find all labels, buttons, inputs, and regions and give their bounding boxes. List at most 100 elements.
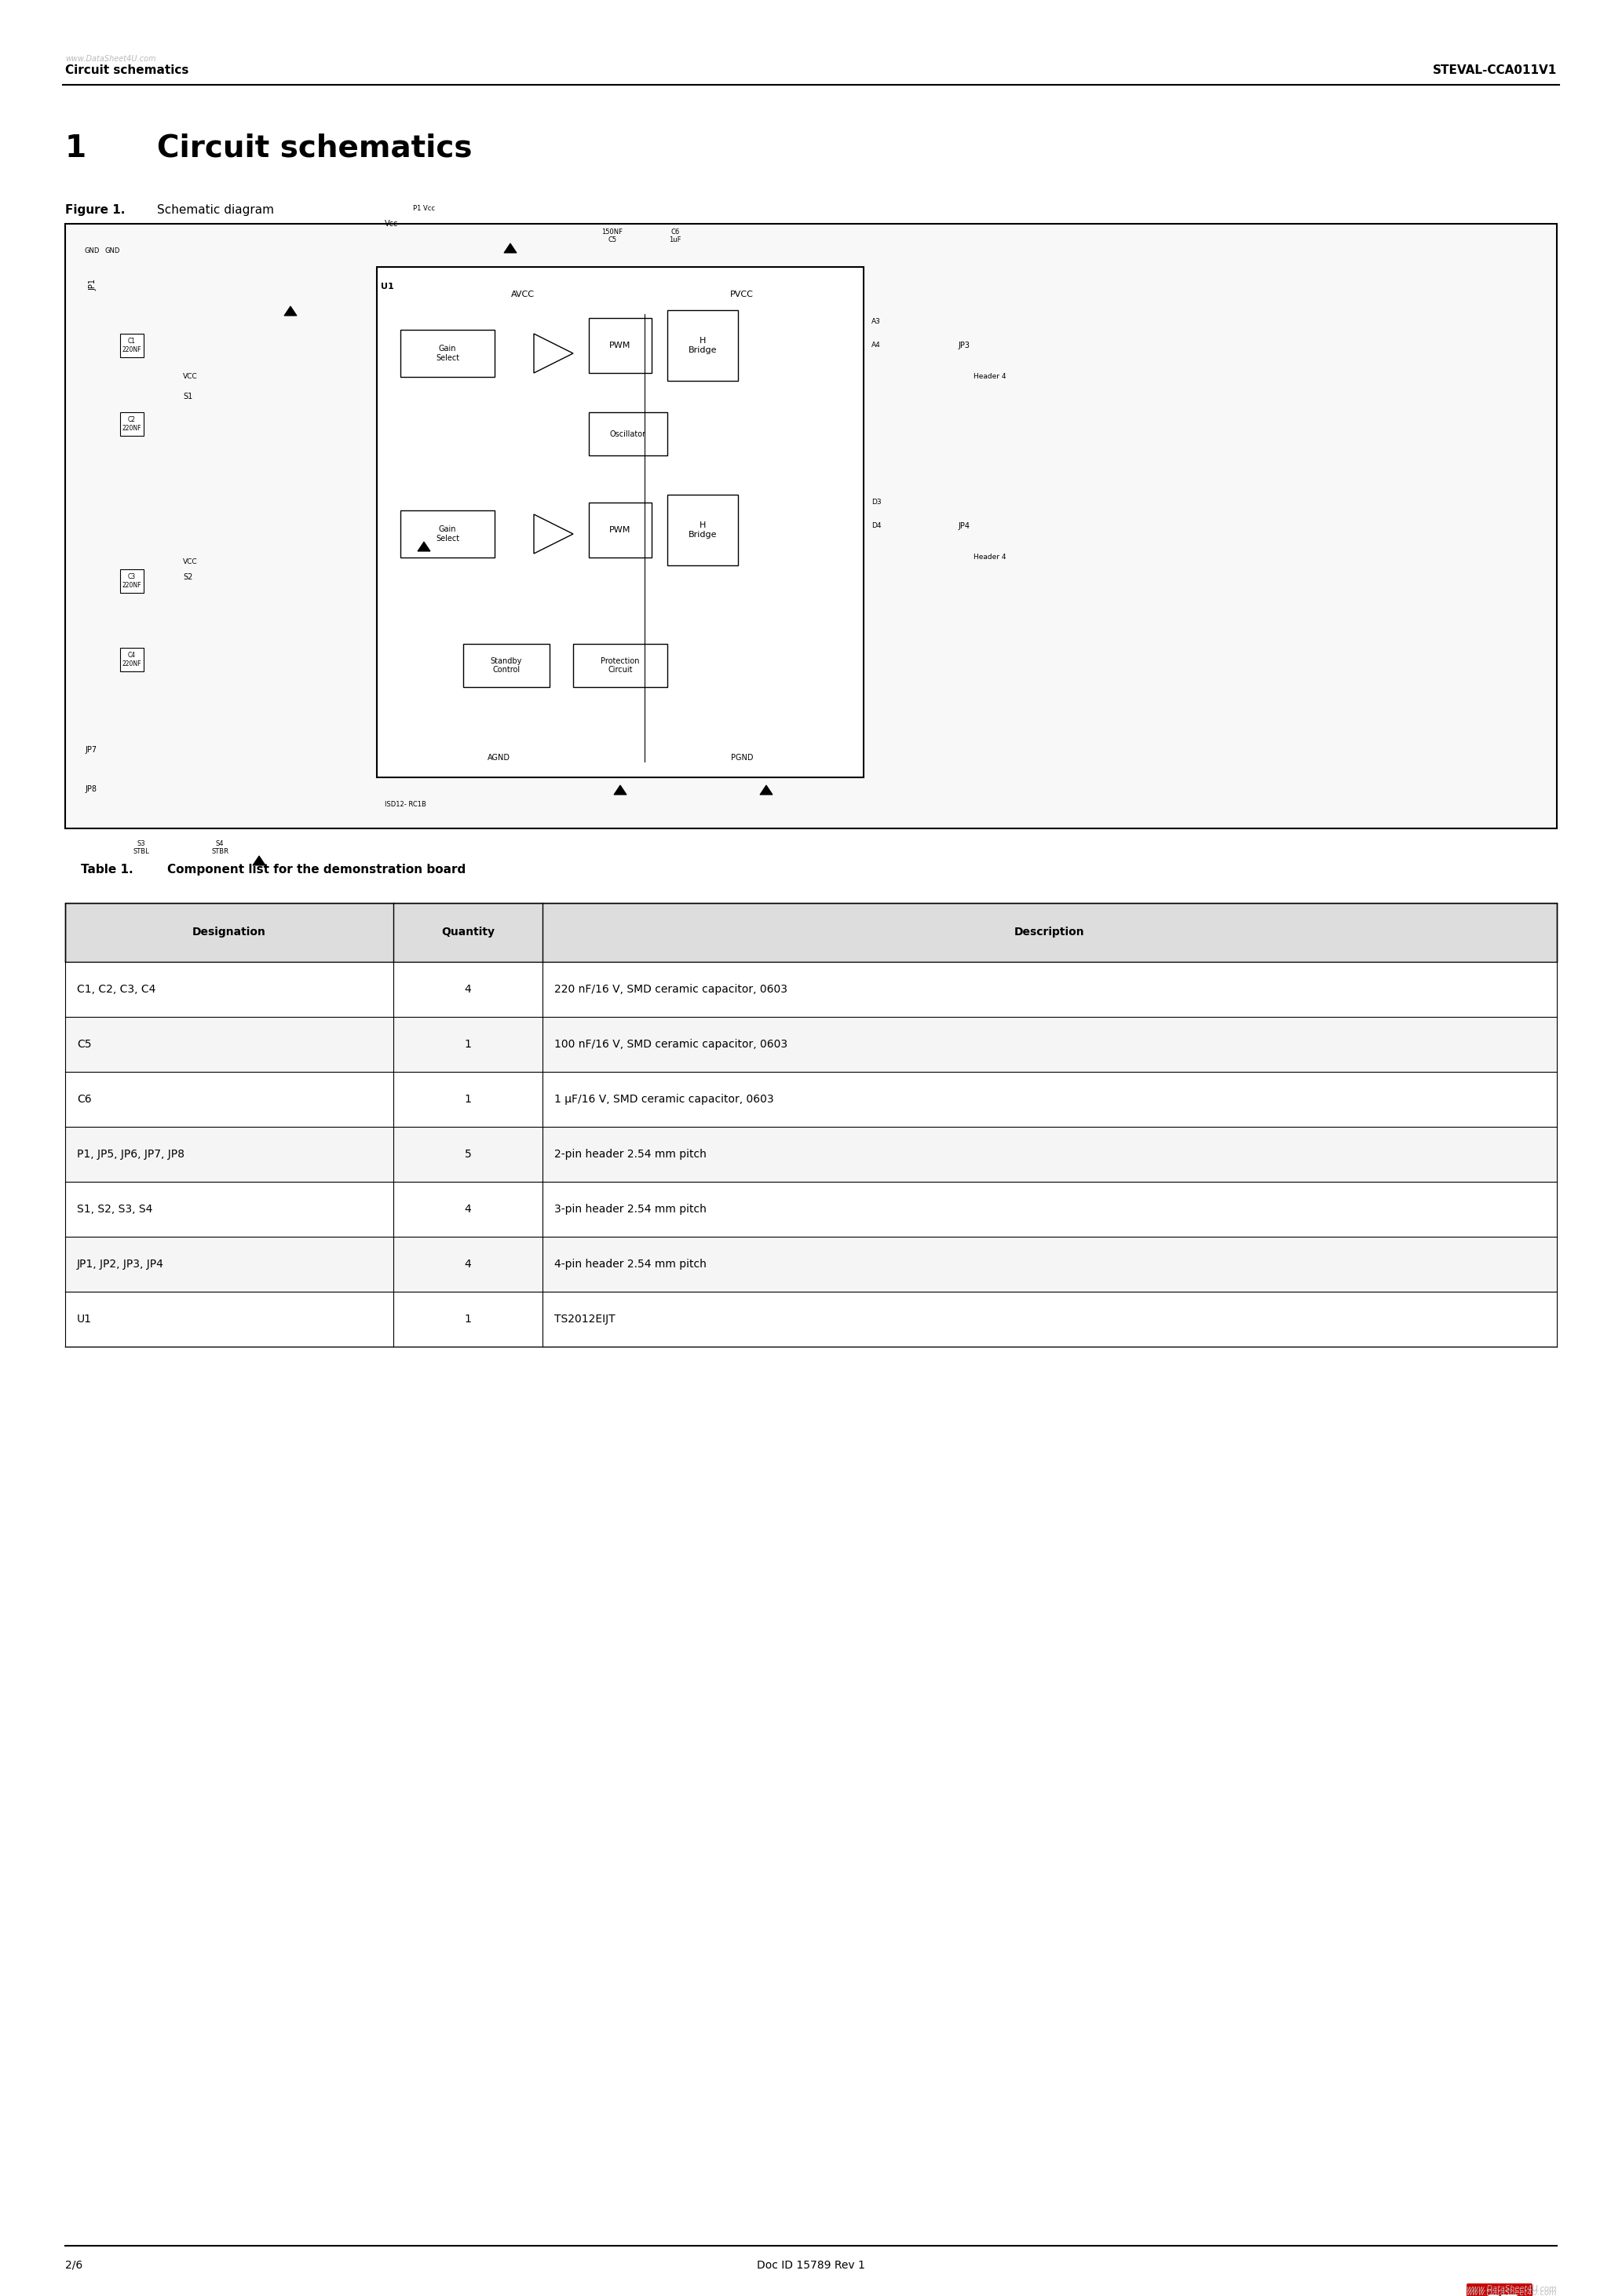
Bar bbox=[65, 1072, 1557, 1127]
Bar bbox=[589, 319, 652, 372]
Bar bbox=[120, 647, 144, 670]
Text: Protection
Circuit: Protection Circuit bbox=[600, 657, 639, 675]
Text: www.DataSheet4U.com: www.DataSheet4U.com bbox=[1466, 2285, 1557, 2294]
Bar bbox=[65, 1238, 1557, 1293]
Bar bbox=[376, 266, 863, 778]
Text: Circuit schematics: Circuit schematics bbox=[65, 64, 188, 76]
Text: 1 μF/16 V, SMD ceramic capacitor, 0603: 1 μF/16 V, SMD ceramic capacitor, 0603 bbox=[555, 1093, 774, 1104]
Text: 2-pin header 2.54 mm pitch: 2-pin header 2.54 mm pitch bbox=[555, 1148, 707, 1159]
Text: www.DataSheet4U.com: www.DataSheet4U.com bbox=[65, 55, 156, 62]
Polygon shape bbox=[504, 243, 516, 253]
Text: C1
220NF: C1 220NF bbox=[122, 338, 141, 354]
Polygon shape bbox=[615, 785, 626, 794]
Text: Oscillator: Oscillator bbox=[610, 429, 646, 439]
Text: PWM: PWM bbox=[610, 526, 631, 535]
Text: 3-pin header 2.54 mm pitch: 3-pin header 2.54 mm pitch bbox=[555, 1203, 707, 1215]
Text: Gain
Select: Gain Select bbox=[436, 344, 459, 363]
Polygon shape bbox=[418, 542, 430, 551]
Text: GND: GND bbox=[84, 248, 101, 255]
Text: 1: 1 bbox=[65, 133, 86, 163]
Bar bbox=[120, 413, 144, 436]
Text: Circuit schematics: Circuit schematics bbox=[157, 133, 472, 163]
Text: C6
1uF: C6 1uF bbox=[670, 227, 681, 243]
Text: JP4: JP4 bbox=[959, 521, 970, 530]
Text: Doc ID 15789 Rev 1: Doc ID 15789 Rev 1 bbox=[757, 2259, 865, 2271]
Text: A4: A4 bbox=[871, 342, 881, 349]
Bar bbox=[65, 223, 1557, 829]
Text: Figure 1.: Figure 1. bbox=[65, 204, 125, 216]
Bar bbox=[120, 333, 144, 358]
Text: TS2012EIJT: TS2012EIJT bbox=[555, 1313, 615, 1325]
Bar bbox=[401, 510, 495, 558]
Text: D3: D3 bbox=[871, 498, 881, 505]
Bar bbox=[65, 1127, 1557, 1182]
Bar bbox=[589, 413, 667, 455]
Text: C1, C2, C3, C4: C1, C2, C3, C4 bbox=[76, 985, 156, 994]
Text: 100 nF/16 V, SMD ceramic capacitor, 0603: 100 nF/16 V, SMD ceramic capacitor, 0603 bbox=[555, 1038, 788, 1049]
Text: C3
220NF: C3 220NF bbox=[122, 574, 141, 588]
Bar bbox=[589, 503, 652, 558]
Text: C5: C5 bbox=[76, 1038, 91, 1049]
Text: Table 1.: Table 1. bbox=[81, 863, 133, 875]
Text: Standby
Control: Standby Control bbox=[490, 657, 522, 675]
Text: PVCC: PVCC bbox=[730, 292, 754, 298]
Text: www.DataSheet4U.com: www.DataSheet4U.com bbox=[1466, 2289, 1557, 2296]
Bar bbox=[65, 1017, 1557, 1072]
Text: C2
220NF: C2 220NF bbox=[122, 416, 141, 432]
Text: JP3: JP3 bbox=[959, 342, 970, 349]
Text: ISD12- RC1B: ISD12- RC1B bbox=[384, 801, 427, 808]
Text: H
Bridge: H Bridge bbox=[688, 338, 717, 354]
Text: JP8: JP8 bbox=[84, 785, 97, 792]
Bar bbox=[401, 331, 495, 377]
Text: Description: Description bbox=[1014, 928, 1085, 939]
Text: A3: A3 bbox=[871, 319, 881, 326]
Polygon shape bbox=[761, 785, 772, 794]
Bar bbox=[65, 1293, 1557, 1348]
Text: Designation: Designation bbox=[193, 928, 266, 939]
Text: STEVAL-CCA011V1: STEVAL-CCA011V1 bbox=[1432, 64, 1557, 76]
Text: GND: GND bbox=[104, 248, 120, 255]
Text: JP1, JP2, JP3, JP4: JP1, JP2, JP3, JP4 bbox=[76, 1258, 164, 1270]
Text: S2: S2 bbox=[183, 574, 193, 581]
Text: Vcc: Vcc bbox=[384, 220, 399, 227]
Text: C4
220NF: C4 220NF bbox=[122, 652, 141, 668]
Text: S1: S1 bbox=[183, 393, 193, 400]
Text: D4: D4 bbox=[871, 523, 881, 530]
Text: 1: 1 bbox=[464, 1313, 472, 1325]
Text: 5: 5 bbox=[464, 1148, 472, 1159]
Polygon shape bbox=[534, 333, 573, 372]
Text: S3
STBL: S3 STBL bbox=[133, 840, 149, 856]
Text: 1: 1 bbox=[464, 1093, 472, 1104]
Text: U1: U1 bbox=[76, 1313, 92, 1325]
Text: PGND: PGND bbox=[732, 753, 753, 762]
Text: 4: 4 bbox=[464, 985, 472, 994]
Text: 1: 1 bbox=[464, 1038, 472, 1049]
Bar bbox=[65, 902, 1557, 962]
Text: Component list for the demonstration board: Component list for the demonstration boa… bbox=[167, 863, 466, 875]
Text: 2/6: 2/6 bbox=[65, 2259, 83, 2271]
Text: S4
STBR: S4 STBR bbox=[211, 840, 229, 856]
Text: P1, JP5, JP6, JP7, JP8: P1, JP5, JP6, JP7, JP8 bbox=[76, 1148, 185, 1159]
Text: Header 4: Header 4 bbox=[973, 374, 1006, 381]
Bar bbox=[667, 494, 738, 565]
Text: P1 Vcc: P1 Vcc bbox=[414, 204, 435, 211]
Text: 150NF
C5: 150NF C5 bbox=[602, 227, 623, 243]
Text: 4: 4 bbox=[464, 1203, 472, 1215]
Bar bbox=[464, 643, 550, 687]
Bar bbox=[65, 962, 1557, 1017]
Text: Header 4: Header 4 bbox=[973, 553, 1006, 560]
Text: 4-pin header 2.54 mm pitch: 4-pin header 2.54 mm pitch bbox=[555, 1258, 707, 1270]
Text: AVCC: AVCC bbox=[511, 292, 535, 298]
Polygon shape bbox=[534, 514, 573, 553]
Text: Quantity: Quantity bbox=[441, 928, 495, 939]
Text: JP1: JP1 bbox=[89, 278, 97, 292]
Text: VCC: VCC bbox=[183, 558, 198, 565]
Polygon shape bbox=[284, 305, 297, 315]
Text: S1, S2, S3, S4: S1, S2, S3, S4 bbox=[76, 1203, 152, 1215]
Text: PWM: PWM bbox=[610, 342, 631, 349]
Text: H
Bridge: H Bridge bbox=[688, 521, 717, 540]
Text: C6: C6 bbox=[76, 1093, 91, 1104]
Text: 4: 4 bbox=[464, 1258, 472, 1270]
Text: JP7: JP7 bbox=[84, 746, 97, 753]
FancyBboxPatch shape bbox=[1466, 2285, 1533, 2296]
